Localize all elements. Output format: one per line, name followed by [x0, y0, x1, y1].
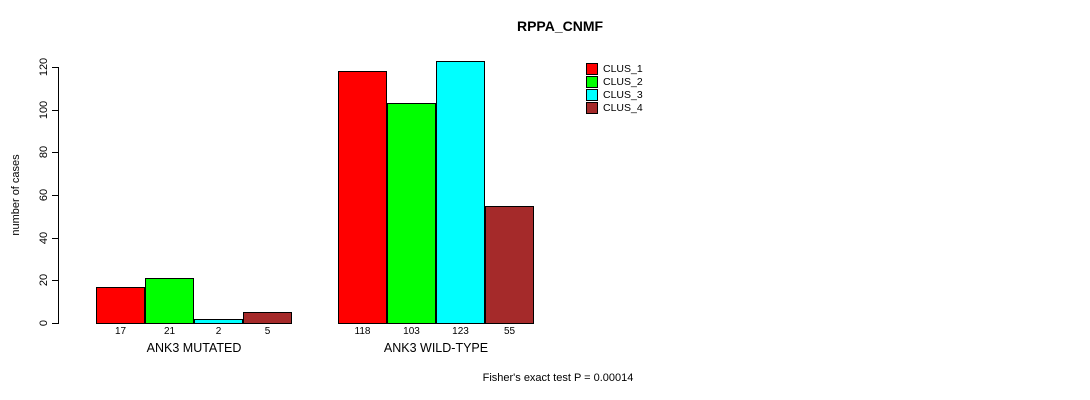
x-category-label: ANK3 WILD-TYPE	[383, 341, 489, 355]
legend-label-clus_3: CLUS_3	[603, 89, 643, 101]
y-axis-tick-label: 60	[38, 188, 50, 202]
y-axis-tick-label: 80	[38, 146, 50, 159]
y-axis-tick	[52, 280, 58, 282]
chart-title: RPPA_CNMF	[516, 18, 604, 34]
legend-swatch-clus_1	[586, 63, 598, 75]
y-axis-tick-label: 120	[38, 57, 50, 77]
y-axis-tick-label: 40	[38, 231, 50, 244]
legend-swatch-clus_4	[586, 102, 598, 114]
bar-value-label: 5	[264, 326, 271, 337]
y-axis-tick	[52, 152, 58, 154]
bar-clus_4-mutated	[243, 312, 292, 324]
legend-label-clus_1: CLUS_1	[603, 63, 643, 75]
bar-clus_3-mutated	[194, 318, 243, 324]
y-axis-tick	[52, 195, 58, 196]
bar-clus_1-wildtype	[338, 71, 387, 324]
y-axis-tick-label: 100	[38, 100, 50, 119]
bar-value-label: 17	[114, 326, 127, 337]
bar-clus_4-wildtype	[485, 205, 534, 324]
y-axis-tick	[52, 237, 58, 239]
bar-value-label: 118	[354, 326, 371, 337]
y-axis-title: number of cases	[10, 154, 22, 236]
bar-clus_2-wildtype	[387, 103, 436, 324]
legend-label-clus_4: CLUS_4	[603, 102, 643, 114]
fisher-test-annotation: Fisher's exact test P = 0.00014	[482, 372, 634, 384]
bar-clus_2-mutated	[145, 278, 194, 324]
bar-value-label: 21	[163, 326, 176, 337]
y-axis-line	[58, 67, 59, 324]
legend-swatch-clus_3	[586, 89, 598, 101]
bar-value-label: 123	[452, 326, 469, 337]
legend-label-clus_2: CLUS_2	[603, 76, 643, 88]
bar-value-label: 55	[503, 326, 516, 337]
y-axis-tick	[52, 67, 58, 68]
bar-value-label: 103	[403, 326, 420, 337]
y-axis-tick-label: 0	[38, 319, 50, 327]
legend-swatch-clus_2	[586, 76, 598, 88]
bar-clus_1-mutated	[96, 286, 145, 324]
x-category-label: ANK3 MUTATED	[146, 341, 242, 355]
bar-value-label: 2	[215, 326, 222, 337]
bar-clus_3-wildtype	[436, 60, 485, 324]
y-axis-tick	[52, 109, 58, 111]
y-axis-tick	[52, 323, 58, 324]
y-axis-tick-label: 20	[38, 274, 50, 287]
